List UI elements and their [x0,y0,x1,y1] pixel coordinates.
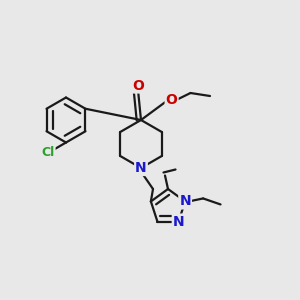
Text: N: N [179,194,191,208]
Text: O: O [166,94,178,107]
Text: Cl: Cl [41,146,55,160]
Text: N: N [135,161,147,175]
Text: O: O [132,79,144,92]
Text: N: N [173,214,184,229]
